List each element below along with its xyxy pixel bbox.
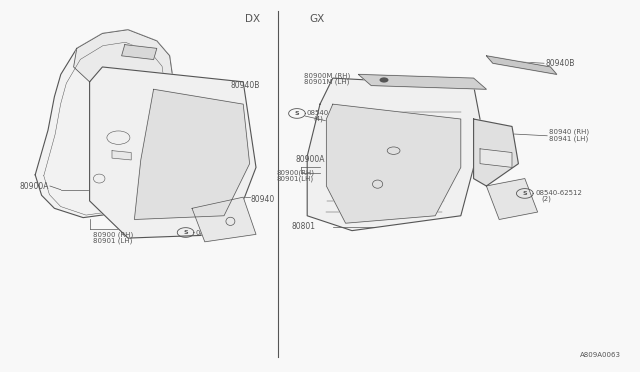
- Text: (4): (4): [313, 116, 323, 122]
- Text: 80900A: 80900A: [19, 182, 49, 190]
- Text: S: S: [183, 230, 188, 235]
- Polygon shape: [112, 151, 131, 160]
- Text: 80940B: 80940B: [230, 81, 260, 90]
- Text: 80900 (RH): 80900 (RH): [93, 232, 133, 238]
- Text: 80900A: 80900A: [296, 155, 325, 164]
- Text: GX: GX: [309, 14, 324, 23]
- Polygon shape: [326, 104, 461, 223]
- Text: 80901 (LH): 80901 (LH): [93, 238, 132, 244]
- Text: 80801: 80801: [291, 222, 315, 231]
- Text: 08540-62512: 08540-62512: [535, 190, 582, 196]
- Text: DX: DX: [245, 14, 260, 23]
- Text: 80940: 80940: [251, 195, 275, 203]
- Text: 80900M (RH): 80900M (RH): [304, 73, 350, 79]
- Text: 80901M (LH): 80901M (LH): [304, 78, 349, 85]
- Circle shape: [380, 77, 388, 83]
- Text: 80900(RH): 80900(RH): [276, 170, 314, 176]
- Text: (4): (4): [202, 235, 212, 241]
- Text: S: S: [294, 111, 300, 116]
- Polygon shape: [122, 45, 157, 60]
- Polygon shape: [307, 78, 480, 231]
- Text: A809A0063: A809A0063: [580, 352, 621, 358]
- Text: 80940B: 80940B: [546, 59, 575, 68]
- Polygon shape: [480, 149, 512, 167]
- Polygon shape: [486, 56, 557, 74]
- Text: (2): (2): [541, 196, 551, 202]
- Text: S: S: [522, 191, 527, 196]
- Text: 80901(LH): 80901(LH): [276, 175, 314, 182]
- Text: 80940 (RH): 80940 (RH): [549, 129, 589, 135]
- Text: 08540-62512: 08540-62512: [307, 110, 353, 116]
- Polygon shape: [474, 119, 518, 186]
- Polygon shape: [90, 67, 256, 238]
- Polygon shape: [486, 179, 538, 219]
- Polygon shape: [358, 74, 486, 89]
- Polygon shape: [74, 30, 173, 93]
- Text: 80941 (LH): 80941 (LH): [549, 135, 588, 142]
- Polygon shape: [192, 197, 256, 242]
- Polygon shape: [35, 30, 173, 218]
- Polygon shape: [134, 89, 250, 219]
- Text: 08540-62512: 08540-62512: [196, 230, 243, 235]
